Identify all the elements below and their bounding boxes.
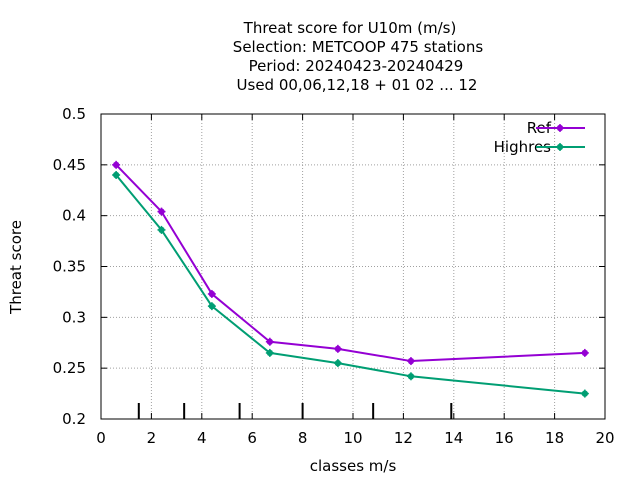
x-tick-label: 8 [298, 429, 308, 447]
data-point [333, 344, 342, 353]
x-tick-label: 16 [495, 429, 514, 447]
data-point [580, 348, 589, 357]
data-point [157, 225, 166, 234]
series-line [115, 164, 585, 363]
data-point [580, 389, 589, 398]
class-limit-markers [137, 403, 453, 419]
y-tick-label: 0.4 [62, 207, 86, 225]
data-point [265, 337, 274, 346]
y-tick-label: 0.2 [62, 410, 86, 428]
data-point [207, 289, 216, 298]
data-point [406, 372, 415, 381]
data-point [112, 160, 121, 169]
x-tick-label: 6 [247, 429, 257, 447]
legend-swatch-marker [556, 124, 564, 132]
chart-title-line-4: Used 00,06,12,18 + 01 02 ... 12 [237, 76, 478, 94]
data-point [112, 171, 121, 179]
series-ref [112, 160, 589, 366]
x-tick-label: 4 [197, 429, 207, 447]
y-tick-label: 0.25 [53, 359, 86, 377]
data-point [406, 357, 415, 366]
chart-title: Threat score for U10m (m/s) Selection: M… [233, 19, 484, 94]
y-tick-label: 0.45 [53, 156, 86, 174]
data-point [333, 359, 342, 368]
series-highres [112, 171, 589, 398]
y-tick-label: 0.3 [62, 308, 86, 326]
data-point [265, 348, 274, 357]
y-tick-label: 0.5 [62, 105, 86, 123]
chart-title-line-3: Period: 20240423-20240429 [249, 57, 464, 75]
x-tick-label: 10 [343, 429, 362, 447]
data-point [157, 207, 166, 216]
x-axis-label: classes m/s [310, 457, 397, 475]
data-series [112, 160, 589, 398]
x-tick-label: 18 [545, 429, 564, 447]
x-tick-label: 12 [394, 429, 413, 447]
chart-title-line-2: Selection: METCOOP 475 stations [233, 38, 484, 56]
y-axis-label: Threat score [7, 220, 25, 315]
legend-label: Highres [494, 138, 552, 156]
y-tick-label: 0.35 [53, 258, 86, 276]
axis-ticks: 0 2 4 6 8 10 12 14 16 18 20 0.2 0.25 0.3 0.35 0.4 0.45 0.… [53, 105, 615, 447]
legend-swatch-marker [556, 143, 564, 151]
legend-entry: Ref [527, 119, 585, 137]
x-tick-label: 2 [147, 429, 157, 447]
x-tick-label: 0 [96, 429, 106, 447]
x-tick-label: 14 [444, 429, 463, 447]
data-point [207, 302, 216, 311]
grid [101, 114, 605, 419]
series-line [115, 174, 585, 395]
x-tick-label: 20 [595, 429, 614, 447]
chart-title-line-1: Threat score for U10m (m/s) [243, 19, 457, 37]
legend-entry: Highres [494, 138, 585, 156]
